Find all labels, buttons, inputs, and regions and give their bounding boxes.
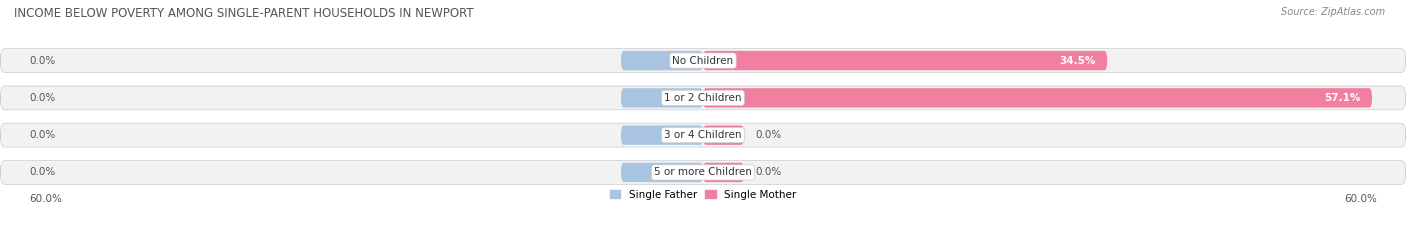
FancyBboxPatch shape bbox=[621, 51, 703, 70]
Text: 60.0%: 60.0% bbox=[1344, 194, 1376, 204]
FancyBboxPatch shape bbox=[703, 51, 1108, 70]
FancyBboxPatch shape bbox=[0, 49, 1406, 72]
Legend: Single Father, Single Mother: Single Father, Single Mother bbox=[606, 185, 800, 204]
FancyBboxPatch shape bbox=[703, 125, 744, 145]
Text: 0.0%: 0.0% bbox=[30, 56, 56, 65]
FancyBboxPatch shape bbox=[621, 125, 703, 145]
FancyBboxPatch shape bbox=[703, 88, 1372, 108]
FancyBboxPatch shape bbox=[0, 86, 1406, 110]
Text: Source: ZipAtlas.com: Source: ZipAtlas.com bbox=[1281, 7, 1385, 17]
Text: 34.5%: 34.5% bbox=[1059, 56, 1095, 65]
Text: 0.0%: 0.0% bbox=[756, 168, 782, 177]
FancyBboxPatch shape bbox=[0, 161, 1406, 184]
Text: No Children: No Children bbox=[672, 56, 734, 65]
FancyBboxPatch shape bbox=[621, 163, 703, 182]
Text: 0.0%: 0.0% bbox=[30, 168, 56, 177]
Text: 5 or more Children: 5 or more Children bbox=[654, 168, 752, 177]
Text: 3 or 4 Children: 3 or 4 Children bbox=[664, 130, 742, 140]
Text: 0.0%: 0.0% bbox=[756, 130, 782, 140]
Text: 0.0%: 0.0% bbox=[30, 93, 56, 103]
FancyBboxPatch shape bbox=[0, 123, 1406, 147]
Text: INCOME BELOW POVERTY AMONG SINGLE-PARENT HOUSEHOLDS IN NEWPORT: INCOME BELOW POVERTY AMONG SINGLE-PARENT… bbox=[14, 7, 474, 20]
Text: 60.0%: 60.0% bbox=[30, 194, 62, 204]
FancyBboxPatch shape bbox=[703, 163, 744, 182]
Text: 0.0%: 0.0% bbox=[30, 130, 56, 140]
FancyBboxPatch shape bbox=[621, 88, 703, 108]
Text: 57.1%: 57.1% bbox=[1324, 93, 1361, 103]
Text: 1 or 2 Children: 1 or 2 Children bbox=[664, 93, 742, 103]
